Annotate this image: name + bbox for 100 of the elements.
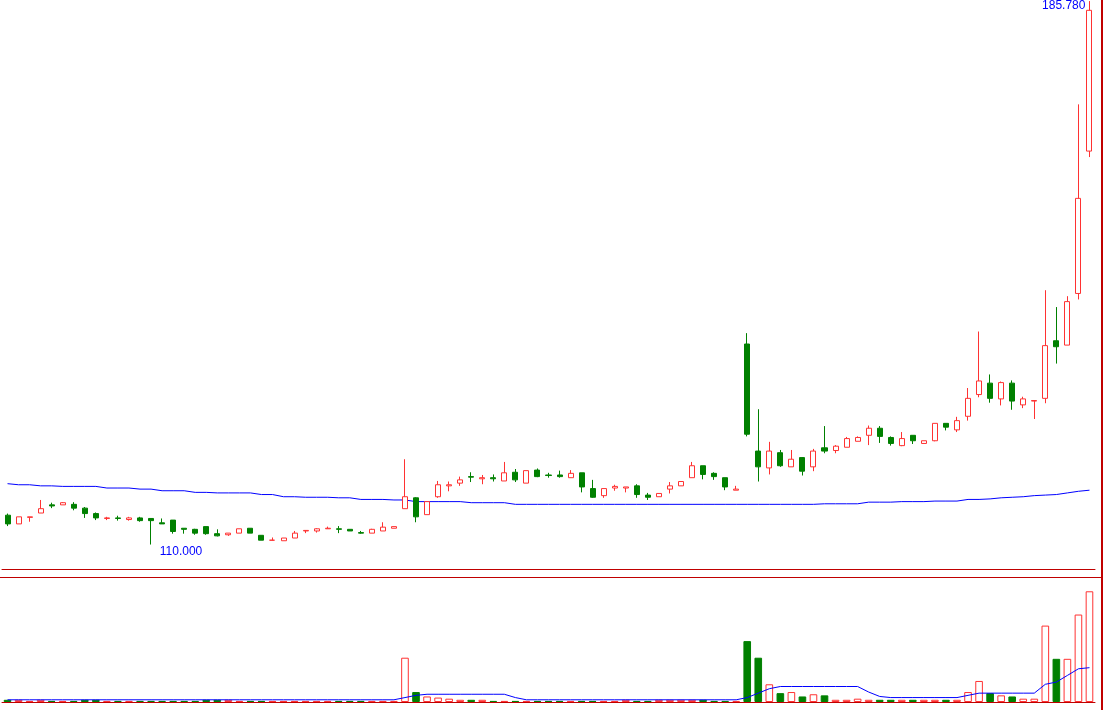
candlestick (413, 496, 419, 523)
candlestick (921, 440, 927, 444)
candlestick (1042, 289, 1048, 404)
candlestick (93, 511, 99, 521)
candlestick (1020, 396, 1026, 409)
candlestick (810, 448, 816, 472)
candlestick (656, 492, 662, 498)
candlestick (501, 461, 507, 482)
candlestick (722, 477, 728, 491)
candlestick (159, 517, 165, 525)
candlestick (391, 526, 397, 529)
candlestick (303, 529, 309, 534)
annotation: 110.000 (159, 543, 203, 558)
candlestick (1031, 400, 1037, 420)
bar (1085, 591, 1094, 702)
candlestick (1009, 379, 1015, 411)
candlestick (777, 449, 783, 468)
bar (754, 657, 763, 702)
candlestick (170, 519, 176, 535)
candlestick (314, 527, 320, 534)
candlestick (899, 431, 905, 447)
bar (975, 680, 983, 702)
candlestick (402, 458, 408, 510)
candlestick (468, 471, 474, 483)
candlestick (788, 449, 794, 468)
candlestick (281, 537, 287, 542)
bar (997, 695, 1005, 702)
candlestick (358, 530, 364, 535)
candlestick (369, 528, 375, 534)
bar (445, 698, 453, 702)
candlestick (1064, 295, 1070, 346)
candlestick (347, 528, 353, 532)
candlestick (292, 530, 298, 539)
candlestick (203, 526, 209, 536)
candlestick (844, 436, 850, 448)
candlestick (579, 472, 585, 493)
candlestick (148, 517, 154, 546)
bar (853, 698, 862, 702)
candlestick (755, 408, 761, 482)
candlestick (523, 470, 529, 484)
candlestick (192, 528, 198, 536)
bar (809, 694, 818, 702)
candlestick (137, 516, 143, 523)
candlestick (435, 480, 441, 499)
candlestick (954, 416, 960, 433)
candlestick (998, 381, 1004, 406)
candlestick (987, 373, 993, 404)
bar (765, 684, 774, 702)
candlestick (623, 486, 629, 493)
annotation: 185.780 (1042, 0, 1086, 13)
candlestick (258, 534, 264, 541)
candlestick (236, 528, 242, 534)
candlestick (104, 516, 110, 521)
bar (798, 696, 807, 702)
candlestick (910, 434, 916, 445)
candlestick (976, 331, 982, 398)
candlestick (667, 481, 673, 494)
bar (1041, 625, 1050, 702)
candlestick (490, 473, 496, 482)
candlestick (512, 468, 518, 483)
candlestick (214, 528, 220, 537)
bar (1019, 698, 1028, 702)
candlestick (821, 425, 828, 454)
bar (1008, 696, 1017, 702)
candlestick (943, 422, 949, 431)
candlestick (1086, 0, 1092, 158)
candlestick (126, 516, 132, 522)
candlestick (634, 483, 640, 499)
bar (1074, 614, 1083, 702)
candlestick (424, 501, 430, 516)
candlestick (833, 444, 839, 454)
candlestick (601, 488, 607, 499)
bar (1030, 698, 1039, 702)
candlestick (590, 479, 596, 499)
candlestick (49, 502, 55, 509)
bar (787, 692, 796, 702)
candlestick (744, 332, 750, 437)
candlestick (5, 513, 11, 527)
candlestick (457, 476, 463, 487)
candlestick (855, 435, 861, 442)
candlestick (689, 461, 695, 479)
candlestick (877, 425, 883, 444)
candlestick (181, 527, 187, 535)
candlestick (678, 481, 684, 487)
candlestick (82, 506, 88, 519)
candlestick (479, 474, 485, 485)
candlestick (568, 469, 574, 479)
bar (1063, 658, 1072, 702)
candlestick (799, 456, 805, 477)
candlestick (711, 471, 717, 481)
candlestick (247, 527, 253, 534)
candlestick (645, 492, 651, 501)
candlestick (534, 467, 540, 478)
bar (423, 696, 431, 702)
candlestick (60, 501, 66, 506)
candlestick (71, 501, 77, 511)
candlestick (225, 532, 231, 537)
candlestick (766, 441, 772, 475)
bar (401, 657, 409, 702)
candlestick (888, 435, 894, 447)
